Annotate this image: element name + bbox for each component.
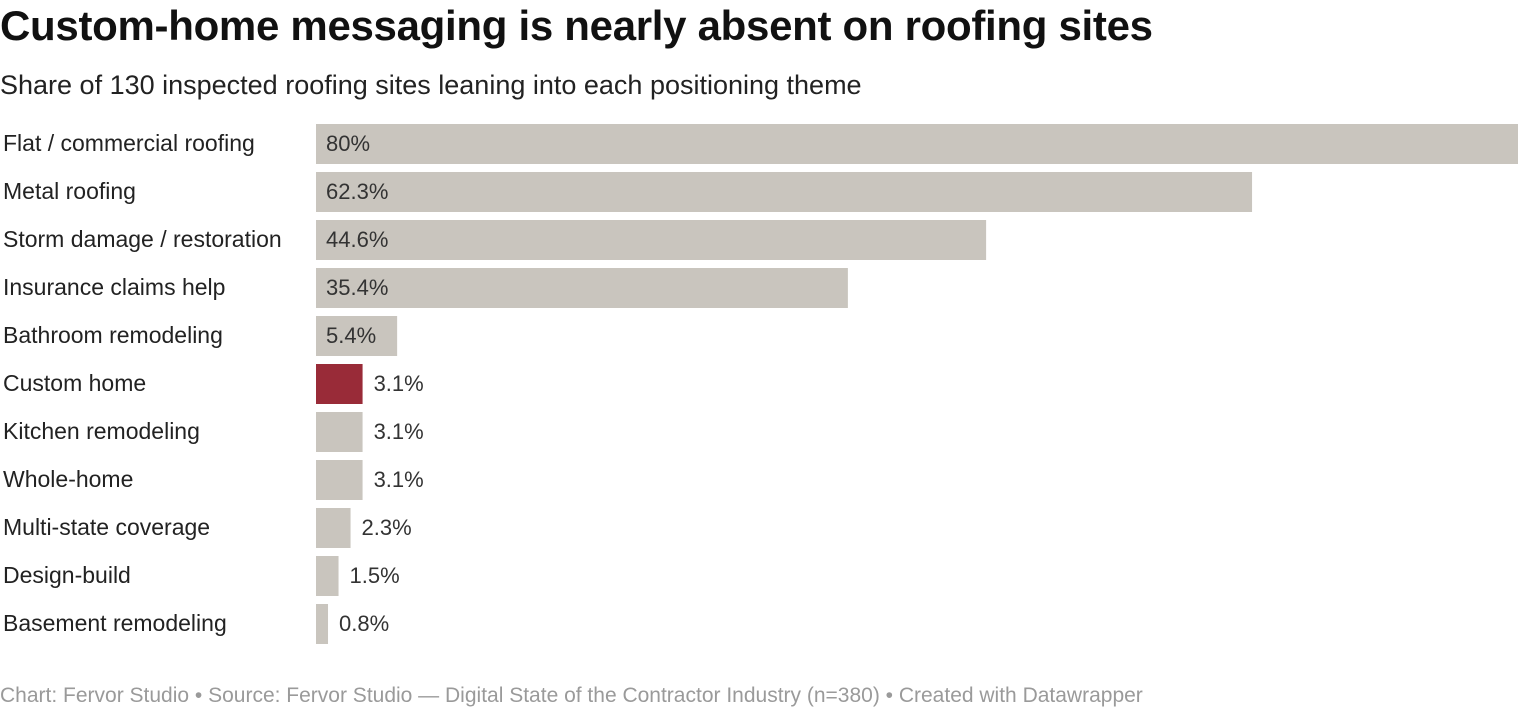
category-label-whole-home: Whole-home <box>3 466 133 492</box>
bar-custom-home <box>316 364 363 404</box>
chart-footer: Chart: Fervor Studio • Source: Fervor St… <box>0 684 1143 707</box>
value-label-flat-commercial-roofing: 80% <box>326 131 370 156</box>
value-label-metal-roofing: 62.3% <box>326 179 388 204</box>
value-label-basement-remodeling: 0.8% <box>339 611 389 636</box>
bar-multi-state-coverage <box>316 508 351 548</box>
value-label-kitchen-remodeling: 3.1% <box>374 419 424 444</box>
category-label-multi-state-coverage: Multi-state coverage <box>3 514 210 540</box>
bar-metal-roofing <box>316 172 1253 212</box>
bar-design-build <box>316 556 339 596</box>
category-label-metal-roofing: Metal roofing <box>3 178 136 204</box>
bar-bathroom-remodeling <box>316 316 398 356</box>
value-label-insurance-claims-help: 35.4% <box>326 275 388 300</box>
value-label-bathroom-remodeling: 5.4% <box>326 323 376 348</box>
chart-title: Custom-home messaging is nearly absent o… <box>0 2 1153 49</box>
value-label-custom-home: 3.1% <box>374 371 424 396</box>
category-label-custom-home: Custom home <box>3 370 146 396</box>
category-label-kitchen-remodeling: Kitchen remodeling <box>3 418 200 444</box>
bar-basement-remodeling <box>316 604 329 644</box>
category-label-bathroom-remodeling: Bathroom remodeling <box>3 322 223 348</box>
value-label-multi-state-coverage: 2.3% <box>362 515 412 540</box>
bar-kitchen-remodeling <box>316 412 363 452</box>
value-label-design-build: 1.5% <box>350 563 400 588</box>
category-label-basement-remodeling: Basement remodeling <box>3 610 227 636</box>
chart-subtitle: Share of 130 inspected roofing sites lea… <box>0 70 862 100</box>
bar-flat-commercial-roofing <box>316 124 1518 164</box>
bar-insurance-claims-help <box>316 268 848 308</box>
category-label-design-build: Design-build <box>3 562 131 588</box>
bar-storm-damage-restoration <box>316 220 987 260</box>
category-label-insurance-claims-help: Insurance claims help <box>3 274 225 300</box>
value-label-storm-damage-restoration: 44.6% <box>326 227 388 252</box>
bar-whole-home <box>316 460 363 500</box>
value-label-whole-home: 3.1% <box>374 467 424 492</box>
category-label-flat-commercial-roofing: Flat / commercial roofing <box>3 130 255 156</box>
category-label-storm-damage-restoration: Storm damage / restoration <box>3 226 282 252</box>
